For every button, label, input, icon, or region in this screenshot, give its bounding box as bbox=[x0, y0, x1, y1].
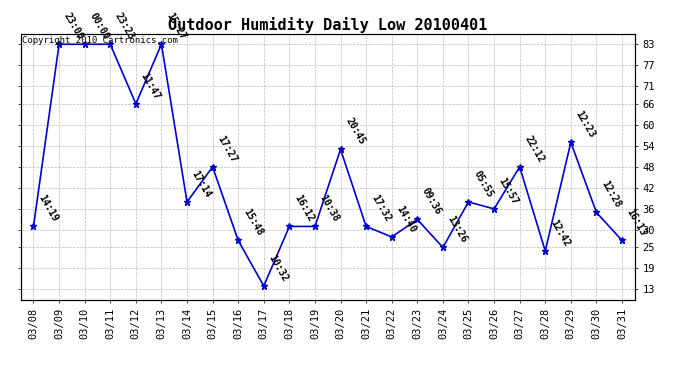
Text: 12:23: 12:23 bbox=[573, 109, 597, 140]
Text: 15:48: 15:48 bbox=[241, 207, 264, 238]
Text: 17:27: 17:27 bbox=[215, 134, 239, 164]
Text: 13:26: 13:26 bbox=[446, 214, 469, 244]
Text: 11:47: 11:47 bbox=[139, 70, 162, 101]
Text: 23:00: 23:00 bbox=[62, 11, 85, 42]
Text: 20:45: 20:45 bbox=[344, 116, 366, 147]
Text: 12:42: 12:42 bbox=[548, 218, 571, 248]
Title: Outdoor Humidity Daily Low 20100401: Outdoor Humidity Daily Low 20100401 bbox=[168, 16, 487, 33]
Text: 14:19: 14:19 bbox=[37, 193, 59, 224]
Text: 22:12: 22:12 bbox=[522, 134, 546, 164]
Text: 12:28: 12:28 bbox=[599, 179, 622, 210]
Text: 14:40: 14:40 bbox=[395, 204, 418, 234]
Text: Copyright 2010 Cartronics.com: Copyright 2010 Cartronics.com bbox=[22, 36, 178, 45]
Text: 15:57: 15:57 bbox=[497, 176, 520, 206]
Text: 17:32: 17:32 bbox=[369, 193, 392, 224]
Text: 10:32: 10:32 bbox=[266, 253, 290, 283]
Text: 17:14: 17:14 bbox=[190, 169, 213, 199]
Text: 05:55: 05:55 bbox=[471, 169, 495, 199]
Text: 10:38: 10:38 bbox=[317, 193, 341, 224]
Text: 16:12: 16:12 bbox=[292, 193, 315, 224]
Text: 23:23: 23:23 bbox=[113, 11, 137, 42]
Text: 00:00: 00:00 bbox=[88, 11, 111, 42]
Text: 15:27: 15:27 bbox=[164, 11, 188, 42]
Text: 09:36: 09:36 bbox=[420, 186, 444, 217]
Text: 16:13: 16:13 bbox=[624, 207, 648, 238]
